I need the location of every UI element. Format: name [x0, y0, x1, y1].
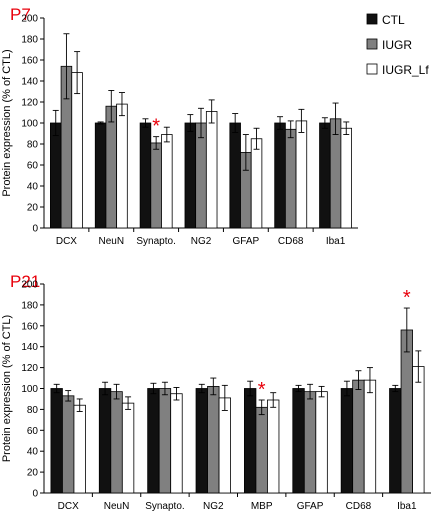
bar-iugr	[207, 386, 220, 494]
bar-ctl	[195, 388, 208, 494]
y-tick-label: 120	[21, 363, 38, 374]
bar-iugr	[110, 391, 123, 494]
significance-star: *	[152, 116, 160, 138]
bar-ctl	[274, 122, 286, 229]
bar-ctl	[244, 388, 257, 494]
y-tick-label: 180	[21, 300, 38, 311]
x-tick-label: DCX	[56, 236, 77, 247]
y-axis-label: Protein expression (% of CTL)	[1, 315, 13, 462]
x-tick-label: GFAP	[233, 236, 260, 247]
chart-panel-p21: P21 Protein expression (% of CTL) 0 20 40 60 8…	[1, 272, 431, 512]
bar-iugr	[303, 391, 317, 494]
significance-star: *	[258, 379, 266, 401]
legend-label: CTL	[382, 13, 405, 27]
y-tick-label: 20	[27, 203, 39, 214]
x-tick-label: MBP	[251, 501, 273, 512]
x-tick-label: Iba1	[397, 501, 417, 512]
panel-title: P7	[10, 5, 31, 24]
bar-iugr-lf	[71, 72, 83, 229]
x-tick-label: CD68	[346, 501, 372, 512]
x-tick-label: NeuN	[104, 501, 130, 512]
legend: CTL IUGR IUGR_Lf	[366, 13, 429, 77]
bar-iugr-lf	[295, 120, 308, 229]
y-tick-label: 0	[32, 489, 38, 500]
bar-iugr	[150, 142, 162, 229]
bar-iugr-lf	[267, 399, 280, 494]
bar-iugr-lf	[205, 111, 218, 229]
y-tick-label: 60	[27, 161, 39, 172]
bar-iugr	[329, 118, 342, 229]
bar-ctl	[50, 388, 63, 494]
bar-iugr-lf	[315, 391, 328, 494]
y-tick-label: 160	[21, 321, 38, 332]
bar-ctl	[147, 388, 160, 494]
y-tick-label: 140	[21, 77, 38, 88]
bar-ctl	[94, 122, 107, 229]
chart-panel-p7: P7 Protein expression (% of CTL) 0 20 40 60 80…	[1, 5, 429, 247]
bar-iugr	[195, 122, 207, 229]
bar-iugr	[158, 388, 172, 494]
x-tick-label: Iba1	[326, 236, 346, 247]
y-tick-label: 100	[21, 384, 38, 395]
legend-label: IUGR	[382, 38, 412, 52]
y-tick-label: 80	[27, 140, 39, 151]
x-tick-label: NG2	[203, 501, 224, 512]
bar-ctl	[229, 122, 241, 229]
y-tick-label: 140	[21, 342, 38, 353]
y-tick-label: 100	[21, 119, 38, 130]
bar-iugr-lf	[161, 134, 173, 229]
legend-swatch-iugr	[366, 38, 378, 50]
y-tick-label: 120	[21, 98, 38, 109]
bar-iugr-lf	[170, 393, 183, 494]
x-tick-label: CD68	[278, 236, 304, 247]
y-tick-label: 180	[21, 35, 38, 46]
bar-iugr-lf	[73, 404, 86, 494]
bar-iugr-lf	[116, 103, 128, 229]
bar-iugr	[62, 395, 75, 494]
bar-iugr	[352, 379, 365, 494]
significance-star: *	[403, 287, 411, 309]
x-tick-label: DCX	[58, 501, 79, 512]
bar-ctl	[50, 122, 62, 229]
x-tick-label: Synapto.	[136, 236, 175, 247]
legend-swatch-ctl	[366, 13, 378, 25]
y-tick-label: 60	[27, 426, 39, 437]
bar-ctl	[319, 122, 331, 229]
bar-ctl	[139, 122, 152, 229]
panel-title: P21	[10, 272, 40, 291]
bar-iugr	[255, 406, 268, 494]
y-tick-label: 40	[27, 182, 39, 193]
bar-iugr-lf	[340, 127, 352, 229]
bar-iugr-lf	[250, 138, 263, 229]
y-axis-label: Protein expression (% of CTL)	[1, 49, 13, 196]
x-tick-label: Synapto.	[145, 501, 184, 512]
bar-iugr	[400, 329, 413, 494]
x-tick-label: NG2	[191, 236, 212, 247]
y-tick-label: 200	[21, 280, 38, 291]
y-tick-label: 160	[21, 56, 38, 67]
y-tick-label: 200	[21, 14, 38, 25]
y-tick-label: 80	[27, 405, 39, 416]
x-tick-label: NeuN	[98, 236, 124, 247]
bar-iugr-lf	[363, 379, 377, 494]
bar-ctl	[292, 388, 305, 494]
y-tick-label: 20	[27, 468, 39, 479]
legend-label: IUGR_Lf	[382, 63, 429, 77]
y-tick-label: 0	[32, 224, 38, 235]
bar-iugr-lf	[412, 366, 425, 494]
bar-iugr-lf	[218, 397, 231, 494]
bar-ctl	[98, 388, 112, 494]
bar-ctl	[389, 388, 402, 494]
bar-iugr	[284, 128, 297, 229]
y-tick-label: 40	[27, 447, 39, 458]
bar-ctl	[184, 122, 197, 229]
bar-ctl	[340, 388, 354, 494]
x-tick-label: GFAP	[297, 501, 324, 512]
bar-iugr	[105, 105, 118, 229]
bar-iugr-lf	[121, 402, 135, 494]
legend-swatch-iugr-lf	[366, 63, 378, 75]
